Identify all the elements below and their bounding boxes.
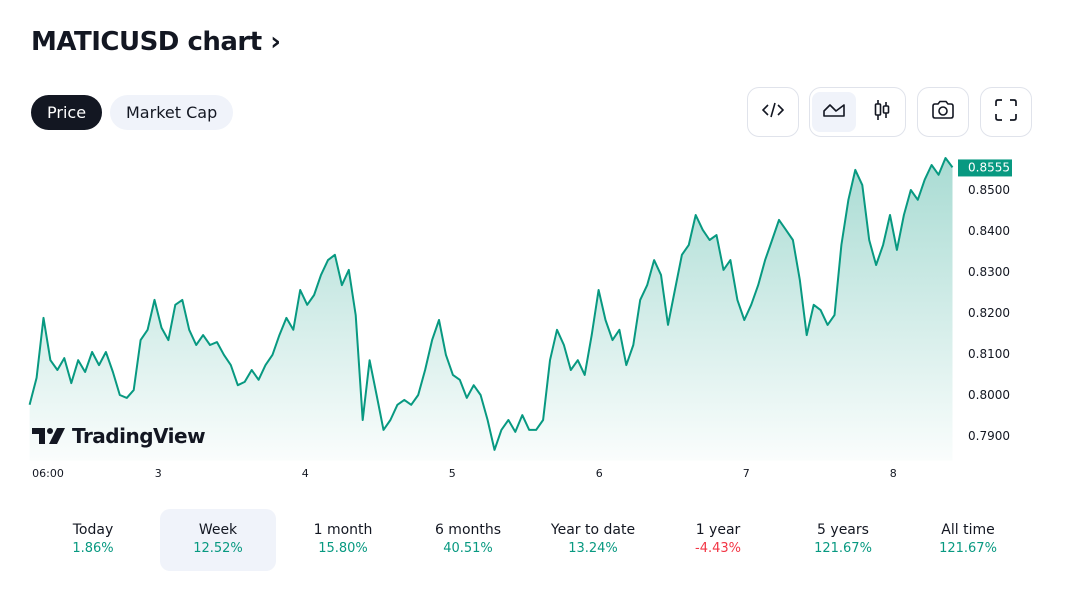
screenshot-button[interactable] <box>917 87 969 137</box>
last-price-label: 0.8555 <box>968 160 1010 174</box>
period-label: 1 month <box>313 522 373 538</box>
period-6-months[interactable]: 6 months 40.51% <box>410 509 526 571</box>
period-change: 40.51% <box>443 541 493 556</box>
x-tick-label: 4 <box>302 467 309 480</box>
period-change: 121.67% <box>939 541 997 556</box>
title-text: MATICUSD chart <box>31 27 262 57</box>
y-tick-label: 0.8400 <box>968 224 1010 238</box>
candle-style-button[interactable] <box>860 92 904 132</box>
period-change: 15.80% <box>318 541 368 556</box>
chevron-right-icon: › <box>270 27 281 57</box>
y-tick-label: 0.7900 <box>968 429 1010 443</box>
area-chart-icon <box>822 101 846 123</box>
chart-style-group <box>809 87 906 137</box>
period-selector: Today 1.86% Week 12.52% 1 month 15.80% 6 month… <box>35 509 1035 571</box>
last-price-badge <box>958 159 1012 177</box>
tradingview-logo[interactable]: TradingView <box>32 424 206 448</box>
period-label: Today <box>72 522 114 538</box>
x-tick-label: 3 <box>155 467 162 480</box>
x-tick-label: 06:00 <box>32 467 64 480</box>
page-title[interactable]: MATICUSD chart › <box>31 27 281 57</box>
period-today[interactable]: Today 1.86% <box>35 509 151 571</box>
logo-text: TradingView <box>72 424 206 448</box>
period-5-years[interactable]: 5 years 121.67% <box>785 509 901 571</box>
period-change: -4.43% <box>695 541 741 556</box>
tab-market-cap[interactable]: Market Cap <box>110 95 234 130</box>
period-1-month[interactable]: 1 month 15.80% <box>285 509 401 571</box>
period-label: Week <box>198 522 238 538</box>
y-tick-label: 0.8300 <box>968 265 1010 279</box>
period-label: 5 years <box>817 522 869 538</box>
x-tick-label: 6 <box>596 467 603 480</box>
candlestick-icon <box>872 99 892 125</box>
x-tick-label: 5 <box>449 467 456 480</box>
period-all-time[interactable]: All time 121.67% <box>910 509 1026 571</box>
fullscreen-icon <box>995 99 1017 125</box>
period-week[interactable]: Week 12.52% <box>160 509 276 571</box>
y-tick-label: 0.8200 <box>968 306 1010 320</box>
period-label: 1 year <box>695 522 741 538</box>
fullscreen-button[interactable] <box>980 87 1032 137</box>
price-area-fill <box>29 158 953 461</box>
period-label: All time <box>941 522 995 538</box>
period-change: 13.24% <box>568 541 618 556</box>
period-change: 121.67% <box>814 541 872 556</box>
x-tick-label: 8 <box>890 467 897 480</box>
area-style-button[interactable] <box>811 92 856 132</box>
embed-button[interactable] <box>747 87 799 137</box>
y-tick-label: 0.8100 <box>968 347 1010 361</box>
period-year-to-date[interactable]: Year to date 13.24% <box>535 509 651 571</box>
period-label: Year to date <box>550 522 636 538</box>
y-tick-label: 0.8500 <box>968 183 1010 197</box>
tab-price[interactable]: Price <box>31 95 103 130</box>
period-label: 6 months <box>434 522 502 538</box>
period-1-year[interactable]: 1 year -4.43% <box>660 509 776 571</box>
tradingview-logo-icon <box>32 428 65 444</box>
period-change: 12.52% <box>193 541 243 556</box>
camera-icon <box>931 100 955 124</box>
y-tick-label: 0.8000 <box>968 388 1010 402</box>
x-tick-label: 7 <box>743 467 750 480</box>
price-chart[interactable]: 0.8500 0.8400 0.8300 0.8200 0.8100 0.8000 0.79… <box>0 140 1068 490</box>
embed-code-icon <box>761 101 785 123</box>
period-change: 1.86% <box>72 541 114 556</box>
price-line <box>28 157 954 451</box>
